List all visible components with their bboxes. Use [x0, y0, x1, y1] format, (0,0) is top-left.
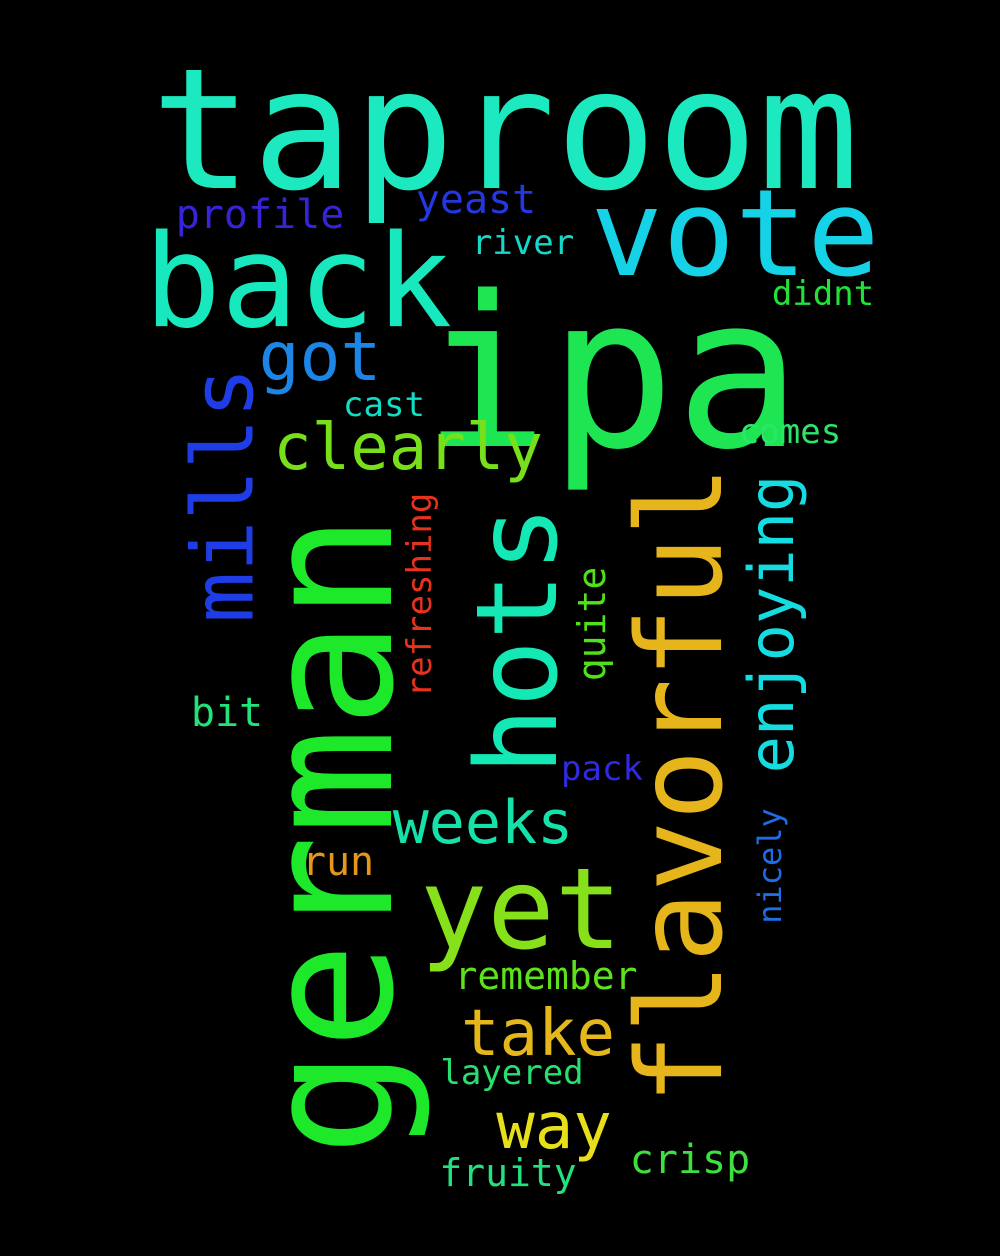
word-didnt: didnt [771, 274, 875, 314]
word-clearly: clearly [273, 411, 543, 485]
word-got: got [258, 318, 382, 397]
word-weeks: weeks [392, 788, 574, 858]
word-comes: comes [738, 412, 842, 452]
word-ipa: ipa [422, 251, 802, 496]
word-taproom: taproom [150, 32, 860, 228]
word-run: run [301, 839, 375, 885]
word-back: back [143, 208, 453, 357]
word-way: way [496, 1090, 612, 1164]
word-profile: profile [175, 192, 345, 238]
word-refreshing: refreshing [400, 492, 440, 698]
word-mills: mills [174, 367, 274, 623]
word-yeast: yeast [415, 177, 537, 223]
word-nicely: nicely [751, 808, 789, 924]
word-pack: pack [561, 749, 643, 789]
word-fruity: fruity [439, 1151, 577, 1195]
word-quite: quite [570, 566, 614, 682]
word-take: take [460, 997, 616, 1071]
word-vote: vote [590, 165, 880, 304]
word-remember: remember [454, 954, 638, 998]
word-river: river [471, 223, 575, 263]
word-yet: yet [419, 845, 623, 975]
word-hots: hots [453, 505, 583, 775]
word-layered: layered [440, 1053, 584, 1093]
word-bit: bit [190, 690, 264, 736]
word-enjoying: enjoying [735, 474, 808, 774]
word-crisp: crisp [629, 1137, 751, 1183]
word-cast: cast [343, 385, 425, 425]
